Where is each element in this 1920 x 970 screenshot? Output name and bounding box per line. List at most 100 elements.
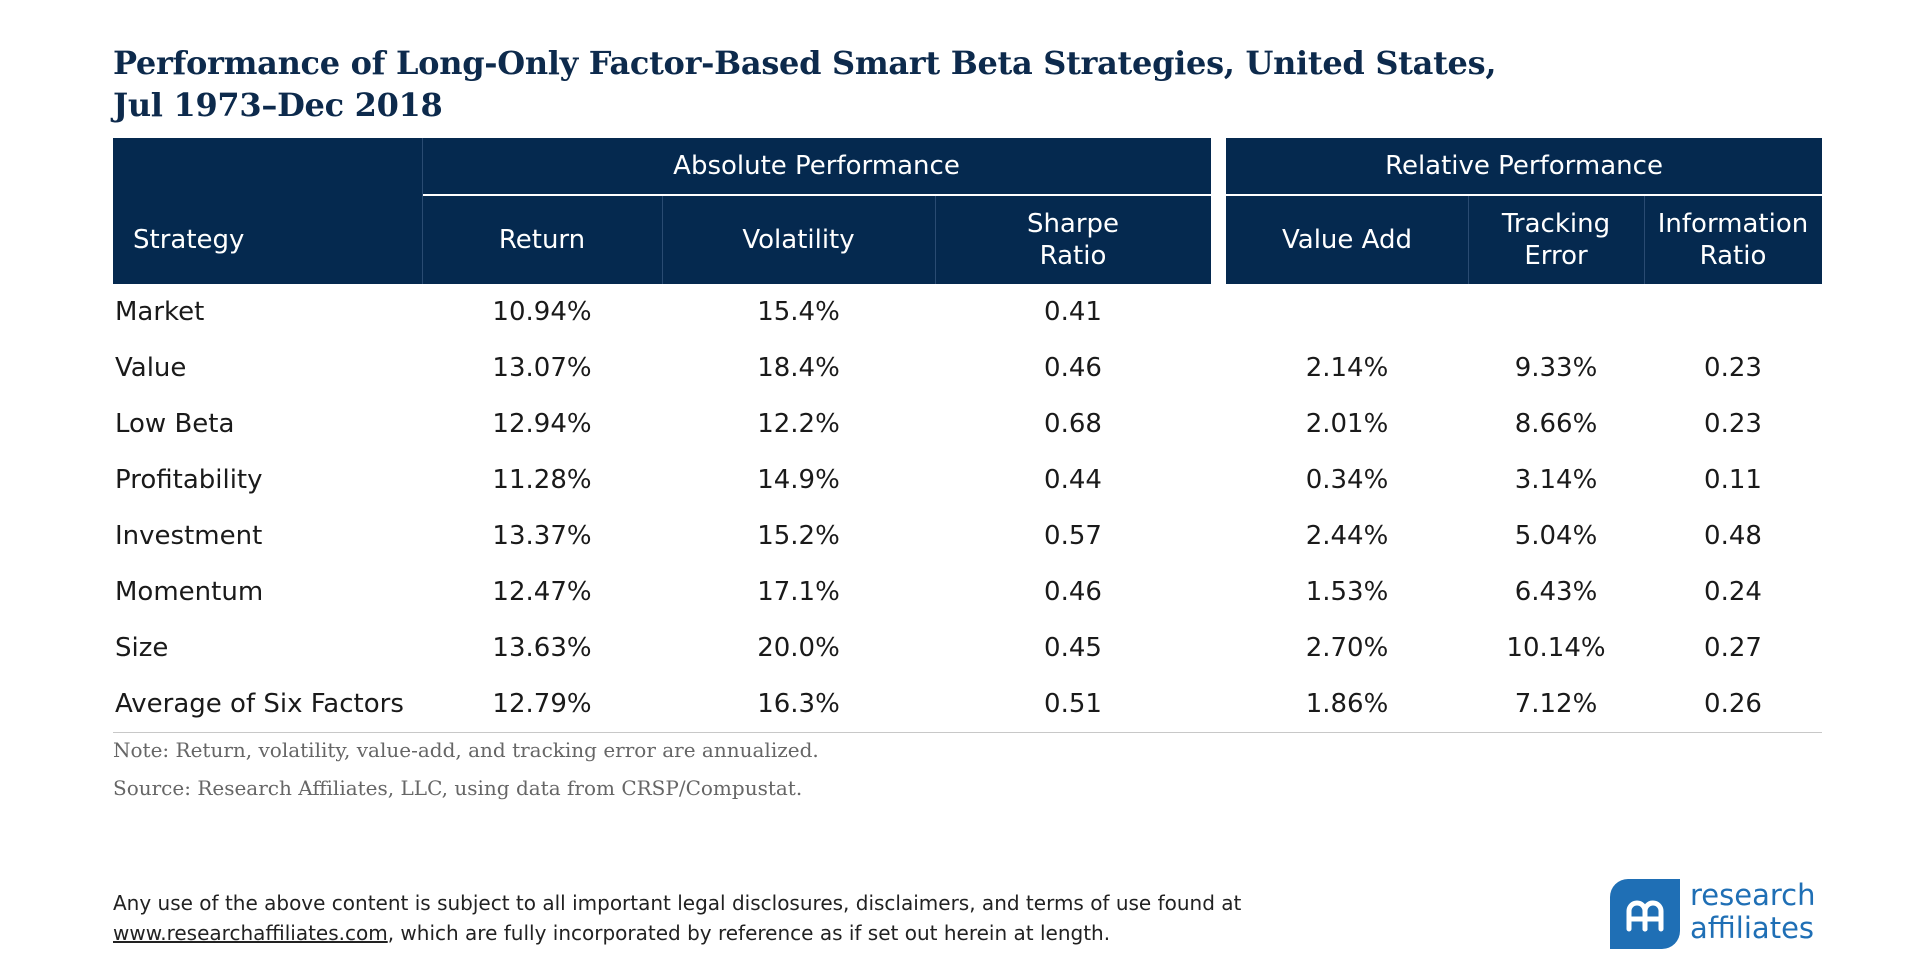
cell-volatility: 12.2% bbox=[757, 409, 840, 439]
col-header-info-line-1: Information bbox=[1657, 209, 1809, 239]
table-body: Market 10.94% 15.4% 0.41 Value 13.07% 18… bbox=[113, 284, 1822, 732]
cell-return: 13.37% bbox=[492, 521, 592, 551]
header-divider bbox=[1644, 196, 1645, 284]
cell-tracking-error: 9.33% bbox=[1514, 353, 1598, 383]
cell-volatility: 17.1% bbox=[757, 577, 840, 607]
cell-strategy: Momentum bbox=[115, 577, 264, 607]
cell-tracking-error: 3.14% bbox=[1514, 465, 1598, 495]
col-header-strategy: Strategy bbox=[133, 225, 245, 255]
cell-volatility: 15.4% bbox=[757, 297, 840, 327]
cell-sharpe: 0.46 bbox=[1044, 577, 1102, 607]
table-row: Low Beta 12.94% 12.2% 0.68 2.01% 8.66% 0… bbox=[113, 396, 1822, 452]
group-underline-relative bbox=[1226, 194, 1822, 196]
table-header: Absolute Performance Relative Performanc… bbox=[113, 138, 1822, 284]
cell-return: 12.47% bbox=[492, 577, 592, 607]
cell-value-add: 2.14% bbox=[1305, 353, 1389, 383]
cell-strategy: Average of Six Factors bbox=[115, 689, 404, 719]
group-header-relative: Relative Performance bbox=[1385, 151, 1663, 181]
title-line-2: Jul 1973–Dec 2018 bbox=[113, 86, 443, 124]
logo-line-1: research bbox=[1690, 878, 1816, 912]
performance-table: Absolute Performance Relative Performanc… bbox=[113, 138, 1822, 733]
cell-information-ratio: 0.48 bbox=[1704, 521, 1762, 551]
cell-value-add: 2.44% bbox=[1305, 521, 1389, 551]
cell-sharpe: 0.68 bbox=[1044, 409, 1102, 439]
header-divider bbox=[935, 196, 936, 284]
cell-sharpe: 0.44 bbox=[1044, 465, 1102, 495]
group-separator bbox=[1211, 138, 1226, 284]
cell-value-add: 1.86% bbox=[1305, 689, 1389, 719]
col-header-sharpe-line-2: Ratio bbox=[1039, 241, 1107, 271]
col-header-tracking-line-2: Error bbox=[1524, 241, 1588, 271]
cell-information-ratio: 0.26 bbox=[1704, 689, 1762, 719]
table-row: Value 13.07% 18.4% 0.46 2.14% 9.33% 0.23 bbox=[113, 340, 1822, 396]
ra-monogram-icon bbox=[1610, 879, 1680, 949]
cell-volatility: 14.9% bbox=[757, 465, 840, 495]
logo-line-2: affiliates bbox=[1690, 911, 1815, 945]
cell-information-ratio: 0.24 bbox=[1704, 577, 1762, 607]
cell-sharpe: 0.57 bbox=[1044, 521, 1102, 551]
cell-information-ratio: 0.23 bbox=[1704, 409, 1762, 439]
table-row: Size 13.63% 20.0% 0.45 2.70% 10.14% 0.27 bbox=[113, 620, 1822, 676]
table-source: Source: Research Affiliates, LLC, using … bbox=[113, 776, 803, 800]
col-header-tracking-error: Tracking Error bbox=[1468, 196, 1644, 284]
legal-line-2: www.researchaffiliates.com, which are fu… bbox=[113, 918, 1513, 948]
cell-return: 12.94% bbox=[492, 409, 592, 439]
col-header-information-ratio: Information Ratio bbox=[1644, 196, 1822, 284]
cell-strategy: Size bbox=[115, 633, 169, 663]
cell-tracking-error bbox=[1468, 284, 1644, 340]
table-row: Momentum 12.47% 17.1% 0.46 1.53% 6.43% 0… bbox=[113, 564, 1822, 620]
col-header-return: Return bbox=[498, 225, 586, 255]
cell-return: 13.63% bbox=[492, 633, 592, 663]
website-link[interactable]: www.researchaffiliates.com bbox=[113, 921, 388, 945]
cell-value-add: 2.70% bbox=[1305, 633, 1389, 663]
cell-tracking-error: 7.12% bbox=[1514, 689, 1598, 719]
cell-volatility: 15.2% bbox=[757, 521, 840, 551]
cell-volatility: 18.4% bbox=[757, 353, 840, 383]
legal-line-2-text: , which are fully incorporated by refere… bbox=[387, 921, 1111, 945]
cell-tracking-error: 10.14% bbox=[1506, 633, 1606, 663]
table-note: Note: Return, volatility, value-add, and… bbox=[113, 738, 819, 762]
cell-volatility: 20.0% bbox=[757, 633, 840, 663]
table-bottom-rule bbox=[113, 732, 1822, 733]
cell-sharpe: 0.51 bbox=[1044, 689, 1102, 719]
cell-strategy: Market bbox=[115, 297, 205, 327]
legal-disclaimer: Any use of the above content is subject … bbox=[113, 888, 1513, 948]
cell-tracking-error: 8.66% bbox=[1514, 409, 1598, 439]
cell-return: 12.79% bbox=[492, 689, 592, 719]
table-row: Market 10.94% 15.4% 0.41 bbox=[113, 284, 1822, 340]
cell-strategy: Low Beta bbox=[115, 409, 235, 439]
col-header-tracking-line-1: Tracking bbox=[1501, 209, 1611, 239]
cell-return: 10.94% bbox=[492, 297, 592, 327]
cell-information-ratio: 0.23 bbox=[1704, 353, 1762, 383]
research-affiliates-logo: research affiliates bbox=[1610, 877, 1840, 952]
cell-tracking-error: 6.43% bbox=[1514, 577, 1598, 607]
cell-tracking-error: 5.04% bbox=[1514, 521, 1598, 551]
cell-strategy: Profitability bbox=[115, 465, 263, 495]
col-header-sharpe-line-1: Sharpe bbox=[1026, 209, 1120, 239]
cell-value-add: 0.34% bbox=[1305, 465, 1389, 495]
col-header-value-add: Value Add bbox=[1282, 225, 1412, 255]
cell-information-ratio: 0.11 bbox=[1704, 465, 1762, 495]
header-divider bbox=[422, 138, 423, 284]
cell-return: 11.28% bbox=[492, 465, 592, 495]
logo-wordmark: research affiliates bbox=[1690, 879, 1815, 945]
page-title: Performance of Long-Only Factor-Based Sm… bbox=[113, 42, 1613, 126]
cell-information-ratio: 0.27 bbox=[1704, 633, 1762, 663]
cell-sharpe: 0.46 bbox=[1044, 353, 1102, 383]
cell-value-add bbox=[1226, 284, 1468, 340]
title-line-1: Performance of Long-Only Factor-Based Sm… bbox=[113, 44, 1497, 82]
legal-line-1: Any use of the above content is subject … bbox=[113, 891, 1242, 915]
cell-strategy: Value bbox=[115, 353, 187, 383]
cell-strategy: Investment bbox=[115, 521, 263, 551]
group-header-absolute: Absolute Performance bbox=[673, 151, 960, 181]
cell-sharpe: 0.45 bbox=[1044, 633, 1102, 663]
cell-value-add: 1.53% bbox=[1305, 577, 1389, 607]
header-divider bbox=[662, 196, 663, 284]
col-header-info-line-2: Ratio bbox=[1699, 241, 1767, 271]
cell-value-add: 2.01% bbox=[1305, 409, 1389, 439]
col-header-volatility: Volatility bbox=[742, 225, 855, 255]
table-row: Investment 13.37% 15.2% 0.57 2.44% 5.04%… bbox=[113, 508, 1822, 564]
cell-return: 13.07% bbox=[492, 353, 592, 383]
cell-information-ratio bbox=[1644, 284, 1822, 340]
table-row: Profitability 11.28% 14.9% 0.44 0.34% 3.… bbox=[113, 452, 1822, 508]
